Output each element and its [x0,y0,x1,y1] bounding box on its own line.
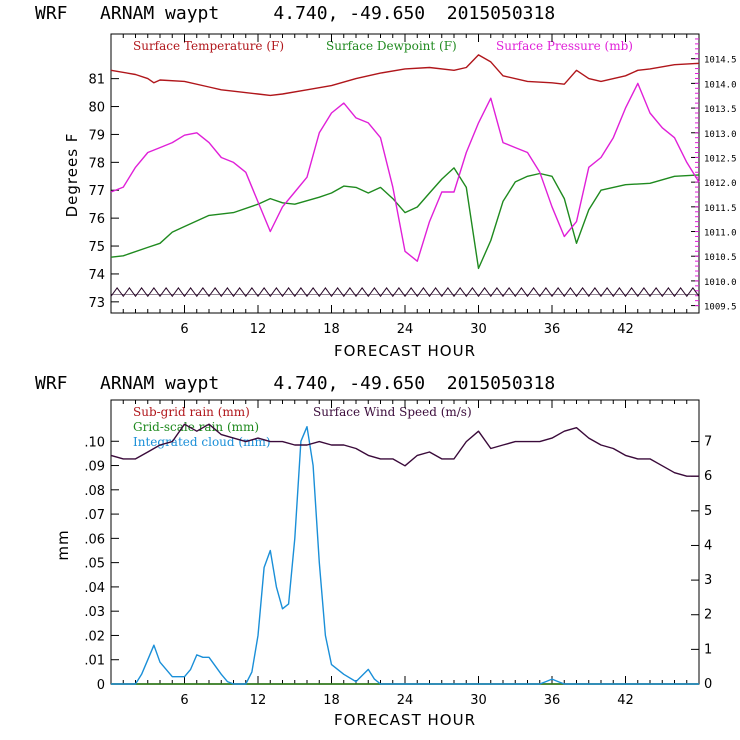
panel1-y-tick-label: 76 [88,212,105,227]
panel2-right-ticks: 0 1 2 3 4 5 6 7 [691,435,712,692]
panel1-right-tick-label: 1010.5 [704,253,737,263]
legend-integrated-cloud: Integrated cloud (mm) [133,435,271,449]
panel2-y-tick-label: .06 [84,532,105,547]
panel1-y-ticks: 73 74 75 76 77 78 79 80 81 [88,73,119,311]
panel1-plot-frame [110,33,700,314]
panel2-y-tick-label: .10 [84,435,105,450]
legend-surface-wind-speed: Surface Wind Speed (m/s) [313,405,472,419]
panel1-right-tick-label: 1009.5 [704,303,737,313]
legend-surface-temperature: Surface Temperature (F) [133,39,284,53]
panel1-x-ticks: 6 12 18 24 30 36 42 [122,34,688,337]
panel2-series-lines [110,423,699,685]
panel1-x-tick-label: 30 [470,322,487,337]
panel1-y-tick-label: 78 [88,156,105,171]
legend-subgrid-rain: Sub-grid rain (mm) [133,405,250,419]
panel2-x-tick-label: 36 [544,693,561,708]
panel2-y-tick-label: .08 [84,484,105,499]
panel1-title: WRF ARNAM waypt 4.740, -49.650 201505031… [35,3,555,24]
panel1-right-ticks: 1009.5 1010.0 1010.5 1011.0 1011.5 1012.0 1012… [691,38,737,313]
panel1-right-tick-label: 1013.0 [704,130,737,140]
panel1-x-tick-label: 12 [250,322,267,337]
panel1-x-tick-label: 36 [544,322,561,337]
panel2-right-tick-label: 1 [704,642,712,657]
panel1-x-tick-label: 42 [617,322,634,337]
panel1-right-tick-label: 1011.0 [704,229,737,239]
temperature-panel: WRF ARNAM waypt 4.740, -49.650 201505031… [35,3,737,360]
panel2-y-tick-label: .01 [84,654,105,669]
panel1-y-tick-label: 81 [88,73,105,88]
panel2-x-axis-title: FORECAST HOUR [334,711,476,729]
panel2-y-tick-label: .04 [84,581,105,596]
panel2-right-tick-label: 3 [704,573,712,588]
panel1-series-lines [110,54,700,270]
panel2-title: WRF ARNAM waypt 4.740, -49.650 201505031… [35,373,555,394]
panel2-right-tick-label: 5 [704,504,712,519]
panel2-x-tick-label: 12 [250,693,267,708]
precip-wind-panel: WRF ARNAM waypt 4.740, -49.650 201505031… [35,373,712,729]
panel1-y-tick-label: 75 [88,240,105,255]
panel2-y-tick-label: .02 [84,629,105,644]
legend-grid-scale-rain: Grid-scale rain (mm) [133,420,259,434]
panel1-x-tick-label: 18 [323,322,340,337]
panel1-x-tick-label: 6 [180,322,188,337]
panel2-y-tick-label: 0 [97,678,105,693]
panel2-right-tick-label: 2 [704,608,712,623]
panel2-x-tick-label: 30 [470,693,487,708]
series-line-surface-dewpoint [110,167,700,270]
panel2-y-tick-label: .05 [84,557,105,572]
panel1-hatch-band [110,287,700,298]
panel1-hatch-zigzag [110,287,700,298]
panel1-right-tick-label: 1014.5 [704,56,737,66]
series-line-surface-wind-speed [110,423,699,477]
panel2-y-axis-title: mm [54,529,72,560]
panel1-right-tick-label: 1013.5 [704,105,737,115]
panel2-right-tick-label: 7 [704,435,712,450]
panel1-right-tick-label: 1012.5 [704,154,737,164]
panel1-y-tick-label: 80 [88,101,105,116]
legend-surface-dewpoint: Surface Dewpoint (F) [326,39,457,53]
panel2-y-tick-label: .07 [84,508,105,523]
panel1-y-tick-label: 74 [88,268,105,283]
panel1-right-tick-label: 1011.5 [704,204,737,214]
panel2-right-tick-label: 0 [704,677,712,692]
series-line-surface-temperature [110,54,700,97]
panel1-y-tick-label: 79 [88,128,105,143]
panel2-y-tick-label: .03 [84,605,105,620]
panel1-y-tick-label: 77 [88,184,105,199]
panel2-x-tick-label: 24 [397,693,414,708]
panel1-right-tick-label: 1010.0 [704,278,737,288]
panel2-y-ticks: 0 .01 .02 .03 .04 .05 .06 .07 .08 .09 .10 [84,435,119,693]
panel1-y-tick-label: 73 [88,296,105,311]
series-line-surface-pressure [110,82,700,262]
legend-surface-pressure: Surface Pressure (mb) [496,39,633,53]
panel2-x-tick-label: 42 [617,693,634,708]
series-line-integrated-cloud [111,426,699,685]
panel2-x-tick-label: 6 [180,693,188,708]
panel2-right-tick-label: 6 [704,469,712,484]
panel1-right-tick-label: 1014.0 [704,80,737,90]
panel1-x-axis-title: FORECAST HOUR [334,342,476,360]
panel2-x-tick-label: 18 [323,693,340,708]
panel2-y-tick-label: .09 [84,460,105,475]
panel2-right-tick-label: 4 [704,538,712,553]
panel1-y-axis-title: Degrees F [63,133,81,218]
panel1-x-tick-label: 24 [397,322,414,337]
panel1-right-tick-label: 1012.0 [704,179,737,189]
panel2-x-ticks: 6 12 18 24 30 36 42 [122,400,688,708]
